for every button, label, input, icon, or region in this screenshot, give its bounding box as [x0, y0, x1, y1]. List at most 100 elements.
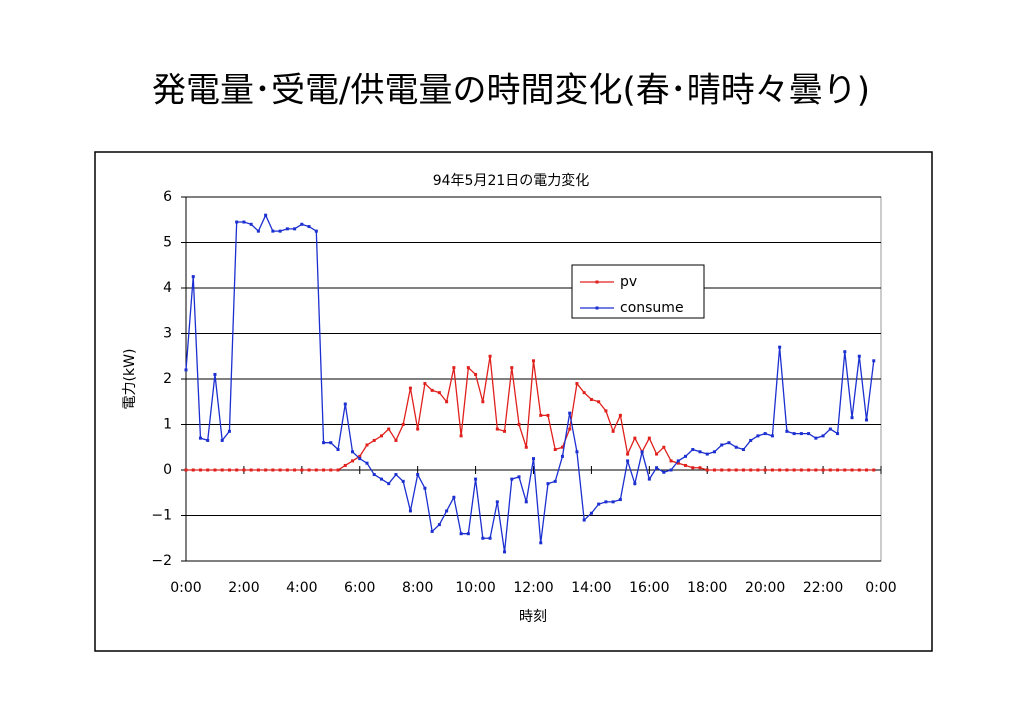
y-tick-label: 1: [163, 417, 172, 433]
data-point: [676, 459, 680, 463]
x-tick-label: 20:00: [745, 580, 785, 596]
data-point: [604, 500, 608, 504]
data-point: [655, 466, 659, 470]
data-point: [285, 227, 289, 231]
data-point: [408, 509, 412, 513]
data-point: [560, 454, 564, 458]
data-point: [807, 432, 811, 436]
data-point: [524, 445, 528, 449]
data-point: [589, 397, 593, 401]
data-point: [778, 468, 782, 472]
data-point: [488, 354, 492, 358]
data-point: [857, 354, 861, 358]
chart-title: 94年5月21日の電力変化: [433, 172, 590, 189]
data-point: [235, 468, 239, 472]
data-point: [285, 468, 289, 472]
data-point: [705, 468, 709, 472]
data-point: [379, 477, 383, 481]
x-tick-label: 0:00: [170, 580, 201, 596]
data-point: [278, 468, 282, 472]
data-point: [539, 541, 543, 545]
data-point: [857, 468, 861, 472]
data-point: [560, 445, 564, 449]
data-point: [220, 468, 224, 472]
data-point: [416, 473, 420, 477]
data-point: [394, 438, 398, 442]
data-point: [206, 468, 210, 472]
data-point: [293, 227, 297, 231]
x-tick-label: 4:00: [286, 580, 317, 596]
data-point: [749, 468, 753, 472]
data-point: [669, 468, 673, 472]
data-point: [242, 468, 246, 472]
data-point: [503, 429, 507, 433]
data-point: [814, 436, 818, 440]
data-point: [365, 443, 369, 447]
x-tick-label: 6:00: [344, 580, 375, 596]
data-point: [633, 482, 637, 486]
data-point: [633, 436, 637, 440]
data-point: [503, 550, 507, 554]
data-point: [191, 468, 195, 472]
data-point: [481, 400, 485, 404]
data-point: [351, 450, 355, 454]
data-point: [705, 452, 709, 456]
data-point: [401, 423, 405, 426]
data-point: [495, 427, 499, 431]
data-point: [213, 468, 217, 472]
data-point: [459, 532, 463, 536]
data-point: [358, 454, 362, 458]
data-point: [756, 434, 760, 438]
data-point: [242, 220, 246, 224]
data-point: [235, 220, 239, 224]
data-point: [698, 450, 702, 454]
data-point: [271, 468, 275, 472]
data-point: [329, 441, 333, 445]
y-tick-label: 3: [163, 326, 172, 342]
data-point: [741, 448, 745, 452]
data-point: [763, 432, 767, 436]
data-point: [322, 468, 326, 472]
data-point: [828, 468, 832, 472]
data-point: [749, 438, 753, 442]
data-point: [430, 388, 434, 392]
data-point: [843, 468, 847, 472]
data-point: [611, 500, 615, 504]
data-point: [249, 468, 253, 472]
data-point: [300, 222, 304, 226]
y-tick-label: 4: [163, 280, 172, 296]
data-point: [691, 466, 695, 470]
data-point: [828, 427, 832, 431]
data-point: [799, 432, 803, 436]
data-point: [358, 457, 362, 461]
data-point: [213, 372, 217, 376]
data-point: [314, 468, 318, 472]
data-point: [843, 350, 847, 354]
x-tick-label: 14:00: [571, 580, 611, 596]
data-point: [437, 523, 441, 527]
data-point: [198, 468, 202, 472]
data-point: [488, 536, 492, 540]
data-point: [517, 423, 521, 426]
data-point: [727, 468, 731, 472]
data-point: [307, 468, 311, 472]
data-point: [532, 359, 535, 363]
data-point: [865, 418, 869, 422]
data-point: [553, 448, 557, 452]
data-point: [372, 438, 376, 442]
data-point: [727, 441, 731, 445]
data-point: [792, 468, 796, 472]
data-point: [872, 359, 876, 363]
data-point: [365, 461, 369, 465]
data-point: [408, 386, 412, 390]
data-point: [394, 473, 398, 477]
data-point: [865, 468, 869, 472]
data-point: [227, 468, 231, 472]
data-point: [792, 432, 796, 436]
data-point: [466, 532, 470, 536]
data-point: [532, 457, 535, 461]
slide-title: 発電量･受電/供電量の時間変化(春･晴時々曇り): [152, 71, 870, 111]
data-point: [640, 450, 644, 454]
y-tick-label: −1: [151, 508, 172, 524]
